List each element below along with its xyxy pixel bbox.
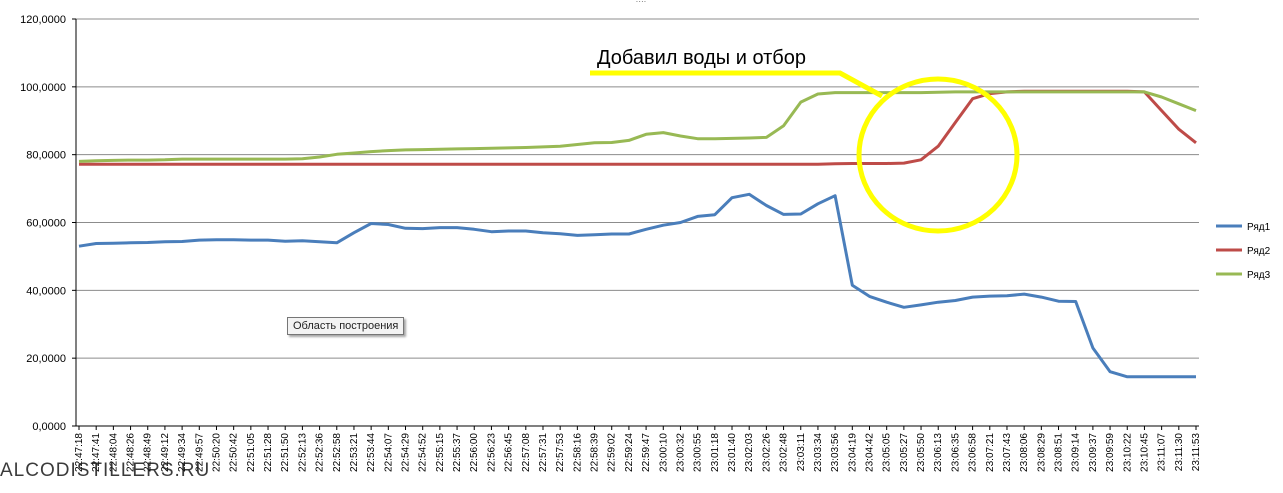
watermark: ALCODISTILLERS.RU [0,460,211,481]
x-tick-label: 23:00:55 [693,433,704,472]
x-tick-label: 23:02:26 [761,433,772,472]
x-tick-label: 22:58:39 [590,433,601,472]
x-tick-label: 23:11:07 [1157,433,1168,472]
resize-handle[interactable]: ···· [636,0,647,6]
x-tick-label: 22:54:29 [401,433,412,472]
x-tick-label: 22:59:24 [624,433,635,472]
y-axis: 0,0000 20,0000 40,0000 60,0000 80,0000 100,00… [20,14,77,433]
legend-label: Ряд2 [1247,246,1271,257]
x-tick-label: 22:55:15 [435,433,446,472]
x-tick-label: 23:03:56 [830,433,841,472]
x-tick-label: 23:05:05 [882,433,893,472]
x-tick-label: 23:08:29 [1036,433,1047,472]
x-tick-label: 22:50:42 [229,433,240,472]
x-tick-label: 22:56:23 [486,433,497,472]
y-tick-label: 100,0000 [20,82,66,94]
x-tick-label: 22:52:36 [315,433,326,472]
x-tick-label: 22:56:45 [504,433,515,472]
x-tick-label: 22:47:41 [91,433,102,472]
x-tick-label: 22:51:50 [280,433,291,472]
x-tick-label: 22:50:20 [211,433,222,472]
x-tick-label: 23:06:58 [968,433,979,472]
y-tick-label: 0,0000 [32,421,66,433]
x-tick-label: 22:51:05 [246,433,257,472]
y-tick-label: 60,0000 [26,218,66,230]
x-tick-label: 23:08:51 [1054,433,1065,472]
x-tick-label: 22:57:31 [538,433,549,472]
x-tick-label: 23:07:43 [1002,433,1013,472]
x-tick-label: 23:04:19 [847,433,858,472]
x-tick-label: 23:05:27 [899,433,910,472]
x-tick-label: 22:52:13 [297,433,308,472]
x-axis: 22:47:18 22:47:41 22:48:04 22:48:26 22:48:49… [74,426,1202,472]
x-tick-label: 22:49:12 [160,433,171,472]
x-tick-label: 22:53:44 [366,433,377,472]
x-tick-label: 22:58:16 [572,433,583,472]
x-tick-label: 23:06:35 [950,433,961,472]
x-tick-label: 23:03:11 [796,433,807,472]
x-tick-label: 23:02:48 [779,433,790,472]
x-tick-label: 22:49:34 [177,433,188,472]
series-line-3[interactable] [78,90,1197,163]
gridlines [76,18,1199,427]
x-tick-label: 23:09:59 [1105,433,1116,472]
x-tick-label: 23:09:14 [1071,433,1082,472]
x-tick-label: 23:00:10 [658,433,669,472]
x-tick-label: 23:06:13 [933,433,944,472]
y-tick-label: 120,0000 [20,14,66,26]
x-tick-label: 23:00:32 [675,433,686,472]
x-tick-label: 23:04:42 [864,433,875,472]
x-tick-label: 22:54:07 [383,433,394,472]
y-tick-label: 40,0000 [26,285,66,297]
plot-area-tooltip: Область построения [287,317,405,335]
y-tick-label: 20,0000 [26,353,66,365]
x-tick-label: 22:48:49 [143,433,154,472]
x-tick-label: 22:47:18 [74,433,85,472]
x-tick-label: 22:49:57 [194,433,205,472]
x-tick-label: 22:57:08 [521,433,532,472]
x-tick-label: 23:10:22 [1122,433,1133,472]
x-tick-label: 22:48:04 [108,433,119,472]
legend-label: Ряд3 [1247,270,1271,281]
annotation-circle [856,76,1020,234]
annotation-text: Добавил воды и отбор [597,47,806,69]
x-tick-label: 22:55:37 [452,433,463,472]
x-tick-label: 22:59:47 [641,433,652,472]
x-tick-label: 22:48:26 [126,433,137,472]
x-tick-label: 22:57:53 [555,433,566,472]
x-tick-label: 23:09:37 [1088,433,1099,472]
x-tick-label: 23:11:53 [1191,433,1202,472]
x-tick-label: 22:59:02 [607,433,618,472]
x-tick-label: 23:07:21 [985,433,996,472]
legend[interactable]: Ряд1 Ряд2 Ряд3 [1216,222,1271,281]
annotation-arrow [590,70,884,99]
x-tick-label: 23:08:06 [1019,433,1030,472]
x-tick-label: 22:56:00 [469,433,480,472]
x-tick-label: 23:01:18 [710,433,721,472]
series-group [78,89,1197,379]
x-tick-label: 23:03:34 [813,433,824,472]
x-tick-label: 22:52:58 [332,433,343,472]
x-tick-label: 22:54:52 [418,433,429,472]
x-tick-label: 23:11:30 [1174,433,1185,472]
x-tick-label: 23:02:03 [744,433,755,472]
series-line-2[interactable] [79,89,1197,166]
series-line-1[interactable] [78,192,1196,379]
x-tick-label: 23:05:50 [916,433,927,472]
y-tick-label: 80,0000 [26,150,66,162]
x-tick-label: 22:51:28 [263,433,274,472]
x-tick-label: 23:10:45 [1139,433,1150,472]
legend-label: Ряд1 [1247,222,1271,233]
x-tick-label: 22:53:21 [349,433,360,472]
x-tick-label: 23:01:40 [727,433,738,472]
